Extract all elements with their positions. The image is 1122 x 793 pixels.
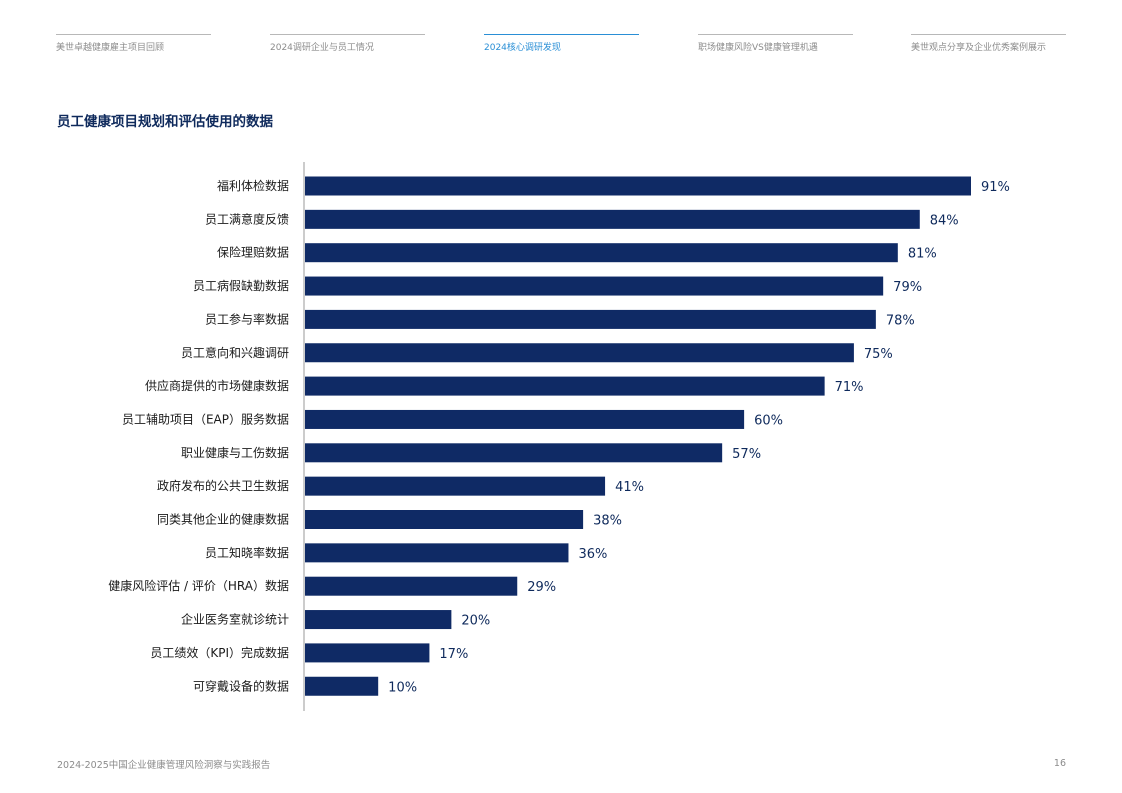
tab-survey-participants[interactable]: 2024调研企业与员工情况 (270, 34, 425, 53)
page-title: 员工健康项目规划和评估使用的数据 (57, 114, 273, 130)
bar (305, 643, 430, 663)
bar (305, 309, 876, 329)
value-label: 36% (578, 547, 607, 562)
value-label: 75% (864, 347, 893, 362)
bar (305, 543, 569, 563)
category-label: 保险理赔数据 (217, 245, 289, 260)
bar (305, 510, 584, 529)
section-nav: 美世卓越健康雇主项目回顾 2024调研企业与员工情况 2024核心调研发现 职场… (56, 34, 1066, 54)
category-label: 员工参与率数据 (205, 311, 289, 326)
tab-core-findings[interactable]: 2024核心调研发现 (484, 34, 639, 53)
category-label: 职业健康与工伤数据 (181, 445, 289, 460)
category-label: 供应商提供的市场健康数据 (145, 378, 289, 393)
bar (305, 243, 898, 263)
value-label: 91% (981, 180, 1010, 195)
tab-risks-vs-opportunities[interactable]: 职场健康风险VS健康管理机遇 (698, 34, 853, 53)
category-label: 员工满意度反馈 (205, 211, 289, 226)
bar (305, 376, 825, 396)
bar (305, 176, 971, 196)
category-label: 政府发布的公共卫生数据 (157, 478, 289, 493)
bar (305, 409, 745, 429)
bar (305, 676, 379, 696)
value-label: 38% (593, 514, 622, 529)
category-label: 员工辅助项目（EAP）服务数据 (122, 411, 289, 426)
value-label: 17% (439, 647, 468, 662)
page-number: 16 (1053, 758, 1066, 769)
tab-insights-cases[interactable]: 美世观点分享及企业优秀案例展示 (911, 34, 1066, 53)
bar (305, 276, 884, 296)
category-label: 福利体检数据 (217, 178, 289, 193)
category-label: 员工病假缺勤数据 (193, 278, 289, 293)
bar (305, 610, 452, 630)
value-label: 79% (893, 280, 922, 295)
bar (305, 209, 920, 229)
tab-wellness-review[interactable]: 美世卓越健康雇主项目回顾 (56, 34, 211, 53)
category-label: 可穿戴设备的数据 (193, 678, 289, 693)
category-label: 同类其他企业的健康数据 (157, 512, 289, 527)
value-label: 29% (527, 580, 556, 595)
bar (305, 343, 854, 363)
footer-report-title: 2024-2025中国企业健康管理风险洞察与实践报告 (57, 760, 271, 771)
bar (305, 443, 723, 463)
value-label: 57% (732, 447, 761, 462)
value-label: 10% (388, 680, 417, 695)
value-label: 41% (615, 480, 644, 495)
value-label: 78% (886, 313, 915, 328)
value-label: 60% (754, 413, 783, 428)
category-label: 员工意向和兴趣调研 (181, 345, 289, 360)
value-label: 81% (908, 247, 937, 262)
category-label: 员工绩效（KPI）完成数据 (150, 645, 289, 660)
category-label: 企业医务室就诊统计 (181, 612, 289, 627)
bar (305, 576, 518, 596)
bar (305, 476, 606, 496)
value-label: 84% (930, 213, 959, 228)
category-label: 健康风险评估 / 评价（HRA）数据 (108, 578, 289, 593)
value-label: 20% (461, 614, 490, 629)
category-label: 员工知晓率数据 (205, 545, 289, 560)
value-label: 71% (835, 380, 864, 395)
